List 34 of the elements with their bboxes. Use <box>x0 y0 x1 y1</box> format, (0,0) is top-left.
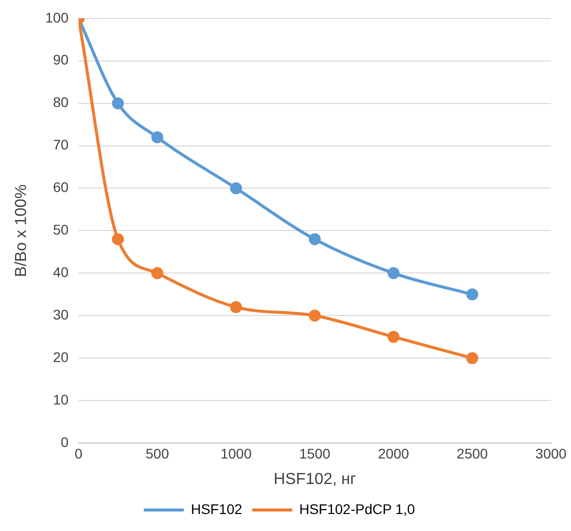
y-tick-label: 70 <box>52 136 69 153</box>
x-axis-title: HSF102, нг <box>274 470 356 488</box>
legend-label: HSF102-PdCP 1,0 <box>299 500 416 517</box>
y-tick-label: 60 <box>52 179 69 196</box>
point <box>151 131 164 144</box>
y-tick-label: 90 <box>52 52 69 68</box>
x-tick-label: 1000 <box>220 445 252 462</box>
x-tick-label: 3000 <box>535 445 567 462</box>
point <box>112 97 124 110</box>
y-tick-label: 0 <box>60 434 69 450</box>
y-axis-title: B/Bo x 100% <box>13 184 30 277</box>
y-tick-label: 10 <box>52 391 69 408</box>
point <box>308 310 321 322</box>
y-tick-label: 80 <box>52 94 69 110</box>
x-tick-label: 500 <box>146 445 170 462</box>
x-tick-label: 2500 <box>456 445 488 462</box>
point <box>230 301 242 314</box>
point <box>388 330 400 343</box>
point <box>151 267 164 280</box>
point <box>308 233 321 246</box>
y-tick-label: 50 <box>52 222 69 238</box>
y-tick-label: 20 <box>52 348 69 365</box>
legend-label: HSF102 <box>190 500 242 517</box>
point <box>230 182 242 194</box>
x-tick-label: 0 <box>74 445 83 462</box>
point <box>466 288 478 300</box>
y-tick-label: 30 <box>52 306 69 322</box>
x-tick-label: 2000 <box>378 445 410 462</box>
y-tick-label: 40 <box>52 264 69 280</box>
point <box>112 233 124 246</box>
y-tick-label: 100 <box>45 9 69 26</box>
x-tick-label: 1500 <box>299 445 331 462</box>
point <box>388 267 400 280</box>
point <box>466 352 478 364</box>
